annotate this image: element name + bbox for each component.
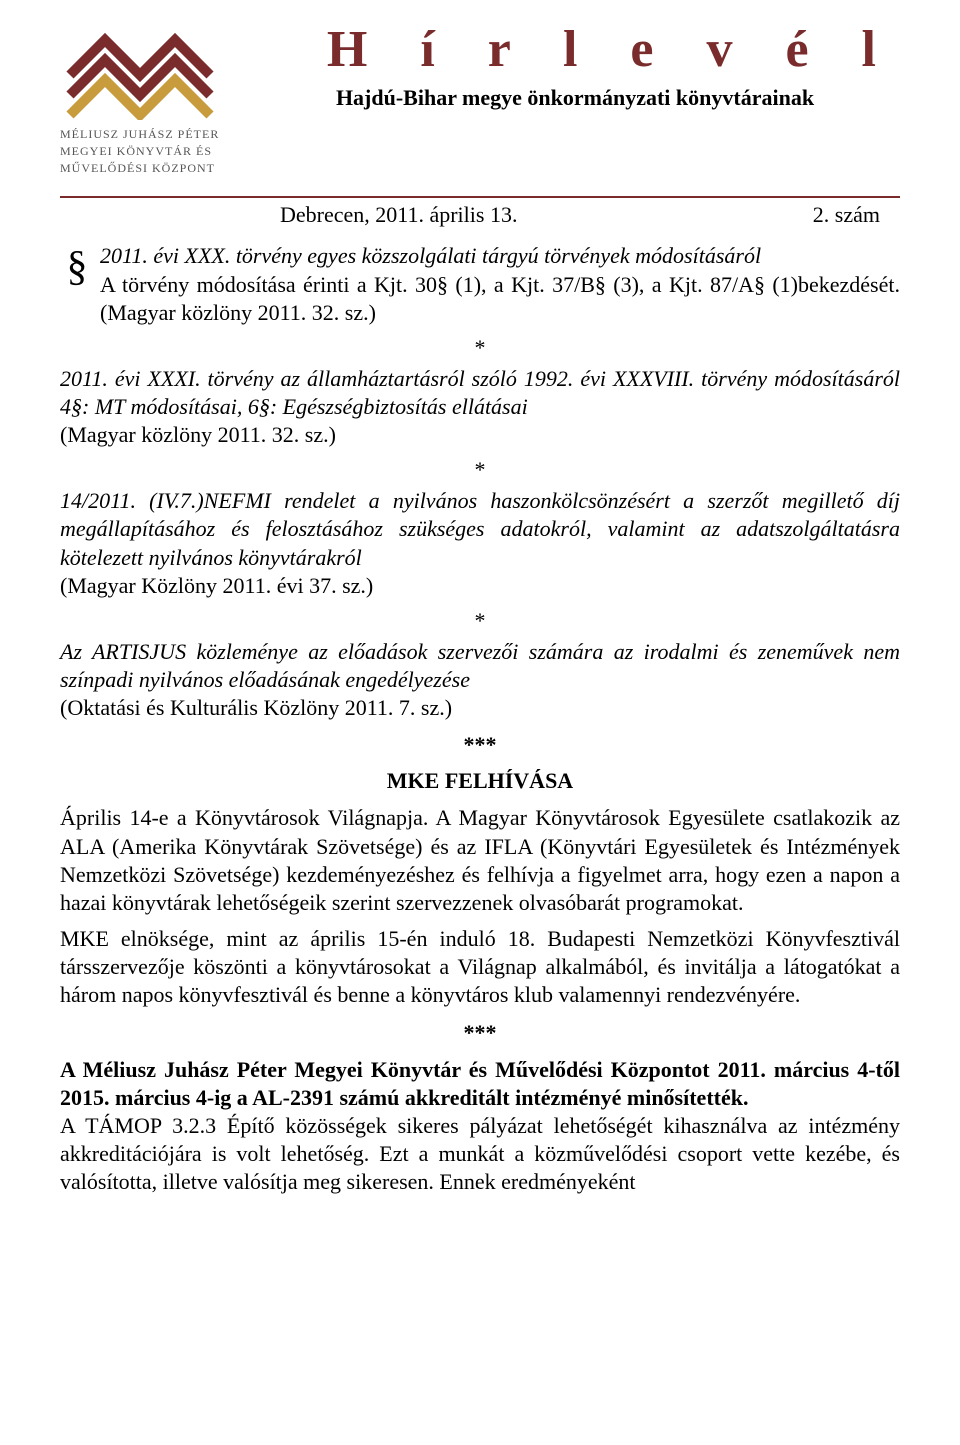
section-2: 2011. évi XXXI. törvény az államháztartá…: [60, 365, 900, 449]
logo-line1: MÉLIUSZ JUHÁSZ PÉTER: [60, 126, 240, 143]
s3-tail: (Magyar Közlöny 2011. évi 37. sz.): [60, 573, 373, 598]
logo-block: MÉLIUSZ JUHÁSZ PÉTER MEGYEI KÖNYVTÁR ÉS …: [60, 20, 240, 176]
title-col: H í r l e v é l Hajdú-Bihar megye önkorm…: [240, 20, 900, 111]
logo-text: MÉLIUSZ JUHÁSZ PÉTER MEGYEI KÖNYVTÁR ÉS …: [60, 126, 240, 176]
logo-line2: MEGYEI KÖNYVTÁR ÉS: [60, 143, 240, 160]
s1-italic: 2011. évi XXX. törvény egyes közszolgála…: [100, 243, 761, 268]
dateline-right: 2. szám: [813, 202, 880, 228]
section-1: § 2011. évi XXX. törvény egyes közszolgá…: [60, 242, 900, 326]
s2-italic: 2011. évi XXXI. törvény az államháztartá…: [60, 366, 900, 419]
akk-tail: A TÁMOP 3.2.3 Építő közösségek sikeres p…: [60, 1113, 900, 1194]
mke-p1: Április 14-e a Könyvtárosok Világnapja. …: [60, 804, 900, 917]
akk-block: A Méliusz Juhász Péter Megyei Könyvtár é…: [60, 1056, 900, 1197]
star-sep-2: *: [60, 457, 900, 483]
dateline-left: Debrecen, 2011. április 13.: [280, 202, 517, 228]
section-4: Az ARTISJUS közleménye az előadások szer…: [60, 638, 900, 722]
logo-icon: [60, 20, 220, 120]
s1-plain: A törvény módosítása érinti a Kjt. 30§ (…: [100, 272, 900, 297]
s4-italic: Az ARTISJUS közleménye az előadások szer…: [60, 639, 900, 692]
s2-tail: (Magyar közlöny 2011. 32. sz.): [60, 422, 336, 447]
mke-heading: MKE FELHÍVÁSA: [60, 768, 900, 794]
logo-line3: MŰVELŐDÉSI KÖZPONT: [60, 160, 240, 177]
masthead-title: H í r l e v é l: [250, 20, 900, 79]
section-3: 14/2011. (IV.7.)NEFMI rendelet a nyilván…: [60, 487, 900, 600]
triple-star-1: ***: [60, 732, 900, 758]
triple-star-2: ***: [60, 1020, 900, 1046]
divider-top: [60, 196, 900, 198]
header: MÉLIUSZ JUHÁSZ PÉTER MEGYEI KÖNYVTÁR ÉS …: [60, 20, 900, 176]
page: MÉLIUSZ JUHÁSZ PÉTER MEGYEI KÖNYVTÁR ÉS …: [0, 0, 960, 1244]
s1-tail: (Magyar közlöny 2011. 32. sz.): [100, 300, 376, 325]
subtitle: Hajdú-Bihar megye önkormányzati könyvtár…: [250, 85, 900, 111]
dateline: Debrecen, 2011. április 13. 2. szám: [60, 202, 900, 228]
s4-tail: (Oktatási és Kulturális Közlöny 2011. 7.…: [60, 695, 452, 720]
akk-bold: A Méliusz Juhász Péter Megyei Könyvtár é…: [60, 1057, 900, 1110]
svg-text:§: §: [67, 244, 88, 290]
mke-p2: MKE elnöksége, mint az április 15-én ind…: [60, 925, 900, 1009]
s3-italic: 14/2011. (IV.7.)NEFMI rendelet a nyilván…: [60, 488, 900, 569]
star-sep-3: *: [60, 608, 900, 634]
star-sep-1: *: [60, 335, 900, 361]
section-sign-icon: §: [60, 242, 94, 297]
